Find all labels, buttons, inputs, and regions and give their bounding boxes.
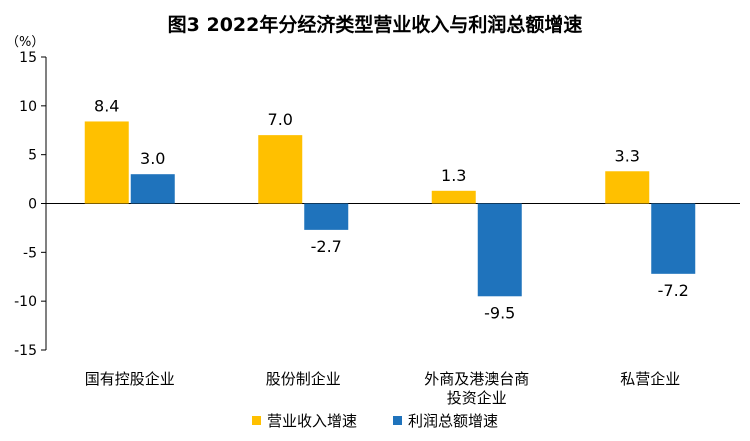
data-label: 3.3 <box>615 146 640 165</box>
y-tick-label: 5 <box>28 148 37 164</box>
legend: 营业收入增速 利润总额增速 <box>0 410 750 431</box>
x-category-label: 国有控股企业 <box>85 370 175 388</box>
data-label: 1.3 <box>441 166 466 185</box>
legend-swatch <box>393 416 402 425</box>
bar-profit-2 <box>304 203 349 230</box>
x-category-label: 外商及港澳台商 <box>424 370 529 388</box>
legend-label: 营业收入增速 <box>266 412 357 430</box>
y-tick-label: 10 <box>19 99 37 115</box>
bar-revenue-2 <box>258 135 303 204</box>
y-axis-unit: （%） <box>6 35 45 50</box>
data-label: 7.0 <box>268 110 293 129</box>
x-category-label: 投资企业 <box>447 389 507 407</box>
bar-revenue-1 <box>84 121 129 204</box>
legend-item: 利润总额增速 <box>393 410 498 431</box>
data-label: 8.4 <box>94 96 119 115</box>
data-label: 3.0 <box>140 149 165 168</box>
legend-label: 利润总额增速 <box>408 412 499 430</box>
data-label: -7.2 <box>658 281 689 300</box>
data-label: -2.7 <box>311 237 342 256</box>
y-tick-label: -5 <box>23 245 37 261</box>
y-tick-label: -10 <box>14 294 37 310</box>
y-tick-label: 15 <box>19 50 37 66</box>
bar-revenue-3 <box>431 190 476 204</box>
x-category-label: 私营企业 <box>620 370 680 388</box>
bar-profit-3 <box>477 203 522 297</box>
bar-revenue-4 <box>605 171 650 204</box>
data-label: -9.5 <box>484 303 515 322</box>
chart-title: 图3 2022年分经济类型营业收入与利润总额增速 <box>167 14 583 36</box>
legend-item: 营业收入增速 <box>251 410 357 431</box>
bar-profit-1 <box>130 174 175 204</box>
y-tick-label: 0 <box>28 197 37 213</box>
bar-profit-4 <box>651 203 696 274</box>
legend-swatch <box>251 416 261 425</box>
x-category-label: 股份制企业 <box>266 370 341 388</box>
y-tick-label: -15 <box>14 343 37 359</box>
